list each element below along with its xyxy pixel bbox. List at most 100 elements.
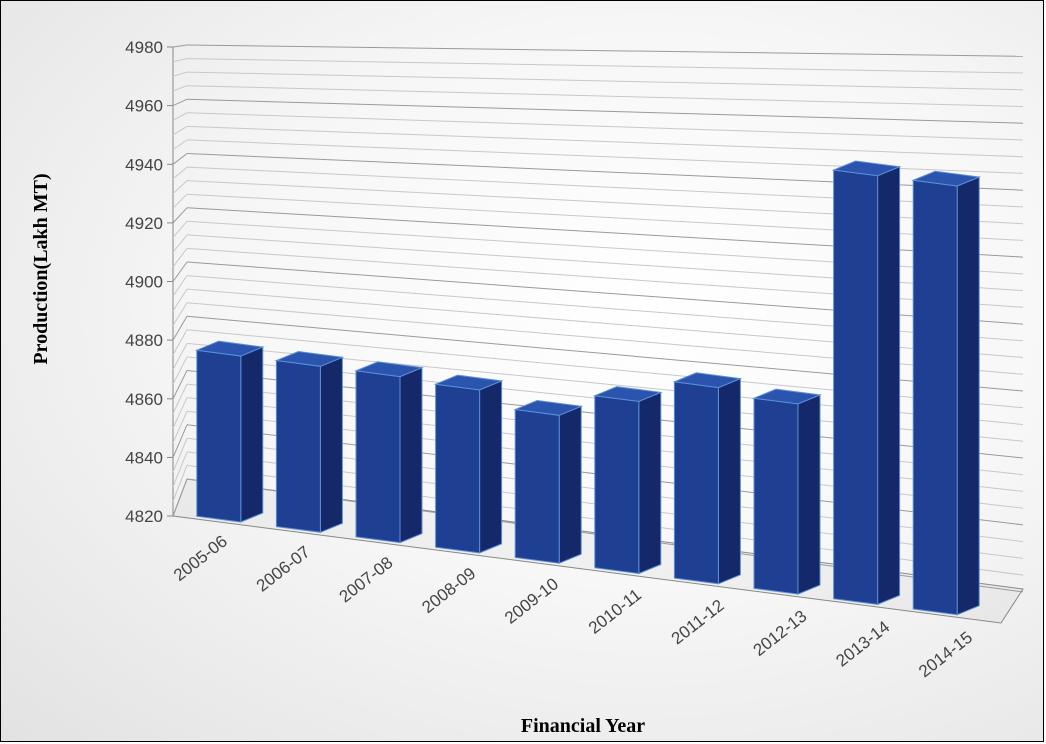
bar-side — [558, 405, 582, 564]
bar-top — [672, 372, 743, 389]
x-tick-label: 2013-14 — [832, 617, 893, 670]
bar-front — [673, 381, 719, 585]
bar-top — [513, 399, 584, 416]
gridline-side — [172, 424, 188, 458]
x-tick-label: 2011-12 — [668, 596, 728, 649]
x-tick-label: 2006-07 — [253, 542, 314, 595]
bar-front — [196, 349, 242, 523]
bar-side — [399, 366, 423, 544]
gridline-side — [172, 261, 188, 282]
gridline-side — [172, 58, 188, 63]
gridline-side — [172, 248, 188, 268]
gridline-side — [172, 98, 188, 107]
bar-top — [194, 340, 265, 357]
bar-side — [319, 356, 343, 534]
gridline-side — [172, 234, 188, 253]
bar-front — [594, 395, 640, 575]
bar-top — [911, 170, 982, 187]
gridline-back — [186, 44, 1024, 57]
bar-front — [435, 383, 481, 554]
bar-2012-13 — [752, 388, 822, 595]
bar-2005-06 — [194, 340, 265, 523]
x-tick-label: 2008-09 — [418, 564, 479, 617]
bar-front — [833, 169, 879, 605]
bar-top — [433, 374, 504, 391]
bar-side — [479, 380, 503, 554]
gridline-back — [186, 85, 1024, 107]
bar-side — [877, 165, 901, 606]
bars — [194, 160, 982, 616]
gridline-side — [172, 139, 188, 151]
bar-2008-09 — [433, 374, 504, 554]
bar-side — [797, 394, 821, 595]
bar-2013-14 — [831, 160, 902, 606]
bar-2007-08 — [354, 361, 424, 544]
bar-top — [274, 350, 345, 367]
bar-top — [831, 160, 902, 177]
bar-side — [717, 377, 741, 585]
gridline-side — [172, 329, 188, 356]
bar-top — [592, 386, 663, 402]
gridline-side — [172, 302, 188, 326]
gridline-back — [186, 58, 1024, 74]
y-tick-label: 4840 — [125, 448, 163, 467]
gridline-side — [172, 180, 188, 194]
y-tick-label: 4980 — [125, 38, 163, 57]
x-tick-label: 2010-11 — [585, 585, 645, 638]
x-axis-title: Financial Year — [521, 715, 645, 737]
bar-front — [355, 370, 401, 544]
bar-front — [753, 397, 799, 595]
gridline-side — [172, 125, 188, 136]
bar-front — [275, 359, 321, 533]
gridline-back — [186, 112, 1024, 141]
gridline-side — [172, 438, 188, 473]
bar-2010-11 — [592, 386, 663, 575]
bar-front — [912, 179, 958, 616]
x-tick-label: 2009-10 — [501, 574, 562, 627]
y-tick-label: 4940 — [125, 155, 163, 174]
gridline-back — [186, 125, 1024, 158]
gridline-side — [172, 71, 188, 77]
y-tick-label: 4860 — [125, 390, 163, 409]
y-tick-label: 4900 — [125, 273, 163, 292]
gridline-side — [172, 275, 188, 297]
y-axis-title: Production(Lakh MT) — [30, 173, 52, 364]
gridline-side — [172, 288, 188, 312]
x-tick-label: 2007-08 — [336, 553, 397, 606]
gridline-side — [172, 397, 188, 429]
gridline-side — [172, 44, 188, 48]
gridline-side — [172, 153, 188, 165]
bar-top — [752, 388, 822, 405]
gridline-side — [172, 410, 188, 443]
gridline-side — [172, 166, 188, 180]
gridline-side — [172, 343, 188, 370]
bar-2009-10 — [513, 399, 584, 564]
gridline-side — [172, 383, 188, 414]
gridline-back — [186, 71, 1024, 91]
bar-top — [354, 361, 424, 378]
y-tick-label: 4820 — [125, 507, 163, 526]
bar-side — [638, 391, 662, 575]
x-tick-label: 2005-06 — [170, 532, 231, 585]
bar-side — [240, 346, 264, 523]
gridline-side — [172, 451, 188, 487]
bar-2011-12 — [672, 372, 743, 585]
gridline-side — [172, 478, 188, 517]
x-tick-label: 2014-15 — [915, 628, 976, 681]
gridline-side — [172, 370, 188, 400]
gridline-side — [172, 193, 188, 209]
bar-front — [514, 408, 560, 564]
gridline-side — [172, 356, 188, 385]
gridline-side — [172, 207, 188, 224]
y-tick-label: 4880 — [125, 331, 163, 350]
bar-2006-07 — [274, 350, 345, 534]
bar-side — [956, 176, 980, 616]
gridline-side — [172, 465, 188, 502]
y-tick-label: 4960 — [125, 97, 163, 116]
gridline-side — [172, 112, 188, 121]
bar-2014-15 — [911, 170, 982, 616]
gridline-side — [172, 85, 188, 92]
y-tick-label: 4920 — [125, 214, 163, 233]
